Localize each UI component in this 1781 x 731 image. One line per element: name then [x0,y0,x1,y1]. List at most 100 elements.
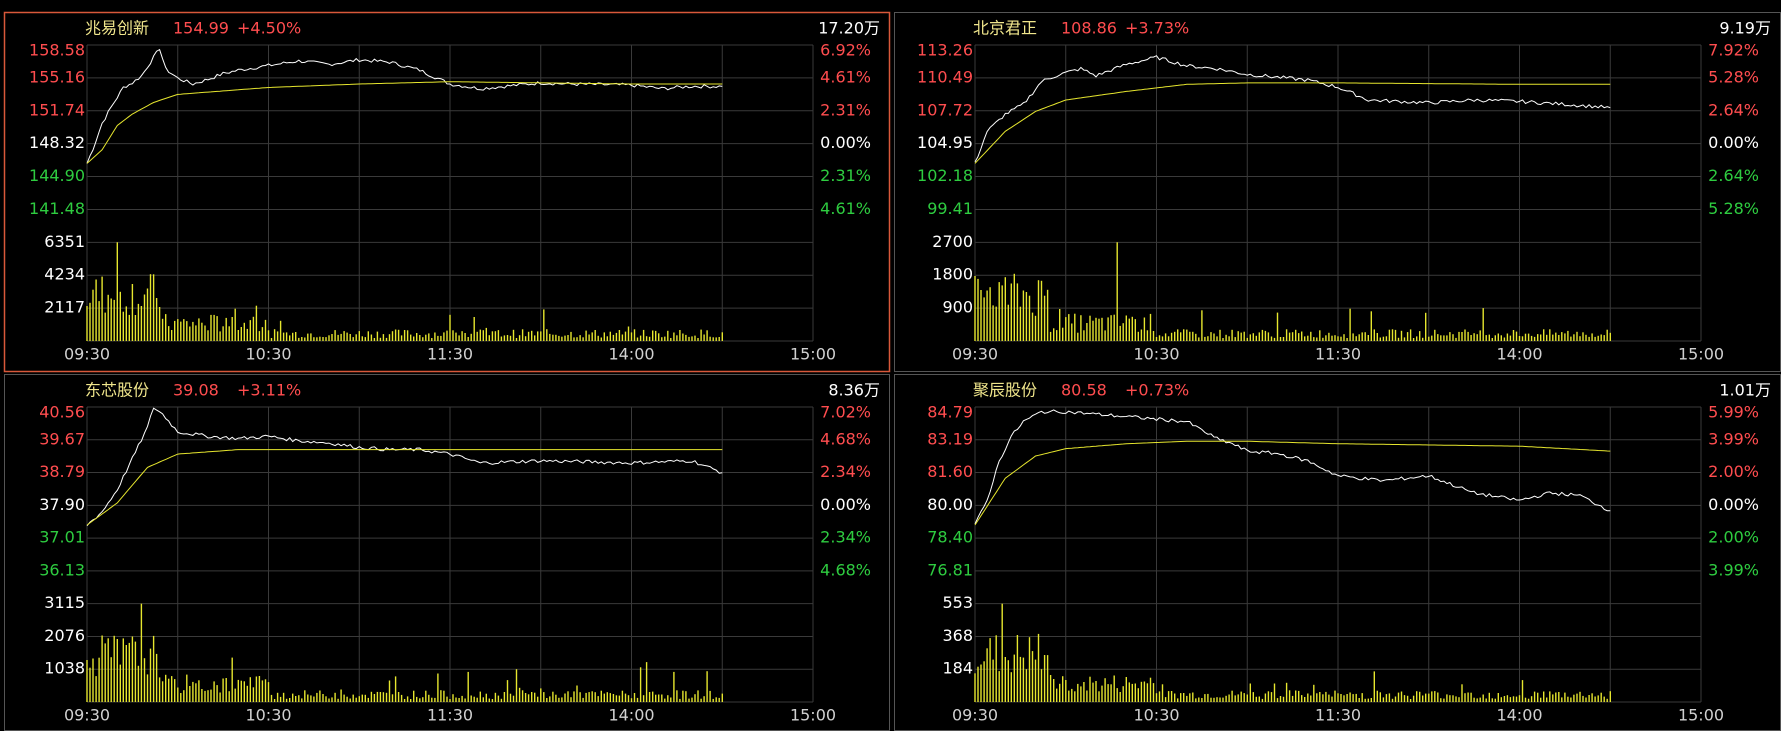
stock-panel-3[interactable]: 东芯股份 39.08 +3.11% 8.36万 40.56 39.67 38.79 37.90… [4,374,890,731]
time-tick-label: 10:30 [1133,345,1179,364]
percent-tick-label: 2.00% [1708,462,1759,481]
time-tick-label: 15:00 [790,706,836,725]
volume-tick-label: 2076 [44,626,85,645]
price-tick-label: 110.49 [917,67,973,86]
percent-tick-label: 0.00% [820,133,871,152]
percent-tick-label: 0.00% [820,495,871,514]
time-tick-label: 09:30 [64,706,110,725]
stock-price: 39.08 [173,381,219,400]
time-tick-label: 14:00 [608,706,654,725]
price-tick-label: 144.90 [29,166,85,185]
price-tick-label: 151.74 [29,100,85,119]
time-tick-label: 10:30 [245,706,291,725]
price-tick-label: 148.32 [29,133,85,152]
price-tick-label: 99.41 [927,199,973,218]
volume-total: 9.19万 [1719,19,1771,38]
stock-change: +3.73% [1125,19,1189,38]
time-tick-label: 11:30 [427,345,473,364]
price-tick-label: 37.90 [39,495,85,514]
stock-change: +3.11% [237,381,301,400]
volume-tick-label: 184 [942,659,973,678]
time-tick-label: 09:30 [952,345,998,364]
price-tick-label: 39.67 [39,429,85,448]
time-tick-label: 11:30 [427,706,473,725]
price-tick-label: 104.95 [917,133,973,152]
volume-tick-label: 553 [942,593,973,612]
price-tick-label: 76.81 [927,560,973,579]
stock-change: +4.50% [237,19,301,38]
price-line [86,407,723,527]
percent-tick-label: 2.34% [820,528,871,547]
price-tick-label: 158.58 [29,41,85,60]
percent-tick-label: 2.31% [820,100,871,119]
time-tick-label: 14:00 [1496,345,1542,364]
time-tick-label: 09:30 [952,706,998,725]
stock-name: 兆易创新 [85,19,149,38]
price-tick-label: 37.01 [39,528,85,547]
average-price-line [974,440,1611,526]
stock-price: 108.86 [1061,19,1117,38]
volume-tick-label: 1038 [44,659,85,678]
percent-tick-label: 2.34% [820,462,871,481]
stock-name: 东芯股份 [85,381,149,400]
average-price-line [974,82,1611,164]
percent-tick-label: 7.92% [1708,41,1759,60]
price-line [974,55,1611,163]
price-line [974,409,1611,525]
percent-tick-label: 4.61% [820,199,871,218]
price-tick-label: 102.18 [917,166,973,185]
time-tick-label: 15:00 [1678,345,1724,364]
percent-tick-label: 3.99% [1708,429,1759,448]
percent-tick-label: 0.00% [1708,133,1759,152]
time-tick-label: 10:30 [1133,706,1179,725]
price-tick-label: 113.26 [917,41,973,60]
stock-panel-2[interactable]: 北京君正 108.86 +3.73% 9.19万 113.26 110.49 107.72 1… [894,12,1781,372]
time-tick-label: 15:00 [1678,706,1724,725]
time-tick-label: 09:30 [64,345,110,364]
percent-tick-label: 3.99% [1708,560,1759,579]
stock-price: 80.58 [1061,381,1107,400]
volume-tick-label: 4234 [44,265,85,284]
volume-tick-label: 1800 [932,265,973,284]
percent-tick-label: 2.31% [820,166,871,185]
price-tick-label: 40.56 [39,403,85,422]
volume-total: 17.20万 [818,19,880,38]
panel-border [4,374,890,731]
volume-tick-label: 900 [942,298,973,317]
stock-panel-1[interactable]: 兆易创新 154.99 +4.50% 17.20万 158.58 155.16 151.74… [3,11,891,373]
percent-tick-label: 4.68% [820,560,871,579]
time-tick-label: 11:30 [1315,706,1361,725]
price-tick-label: 83.19 [927,429,973,448]
average-price-line [86,81,723,164]
percent-tick-label: 5.28% [1708,199,1759,218]
stock-panel-4[interactable]: 聚辰股份 80.58 +0.73% 1.01万 84.79 83.19 81.60 80.00… [894,374,1781,731]
percent-tick-label: 4.68% [820,429,871,448]
stock-price: 154.99 [173,19,229,38]
percent-tick-label: 4.61% [820,67,871,86]
volume-total: 1.01万 [1719,381,1771,400]
percent-tick-label: 5.28% [1708,67,1759,86]
percent-tick-label: 5.99% [1708,403,1759,422]
volume-tick-label: 6351 [44,232,85,251]
volume-tick-label: 368 [942,626,973,645]
percent-tick-label: 2.00% [1708,528,1759,547]
price-tick-label: 155.16 [29,67,85,86]
price-tick-label: 107.72 [917,100,973,119]
volume-total: 8.36万 [828,381,880,400]
price-tick-label: 36.13 [39,560,85,579]
price-tick-label: 81.60 [927,462,973,481]
time-tick-label: 15:00 [790,345,836,364]
percent-tick-label: 2.64% [1708,100,1759,119]
price-tick-label: 38.79 [39,462,85,481]
selected-panel-border [3,11,891,373]
percent-tick-label: 6.92% [820,41,871,60]
price-line [86,48,723,164]
percent-tick-label: 7.02% [820,403,871,422]
volume-tick-label: 2700 [932,232,973,251]
time-tick-label: 11:30 [1315,345,1361,364]
time-tick-label: 14:00 [608,345,654,364]
price-tick-label: 84.79 [927,403,973,422]
stock-name: 聚辰股份 [973,381,1037,400]
